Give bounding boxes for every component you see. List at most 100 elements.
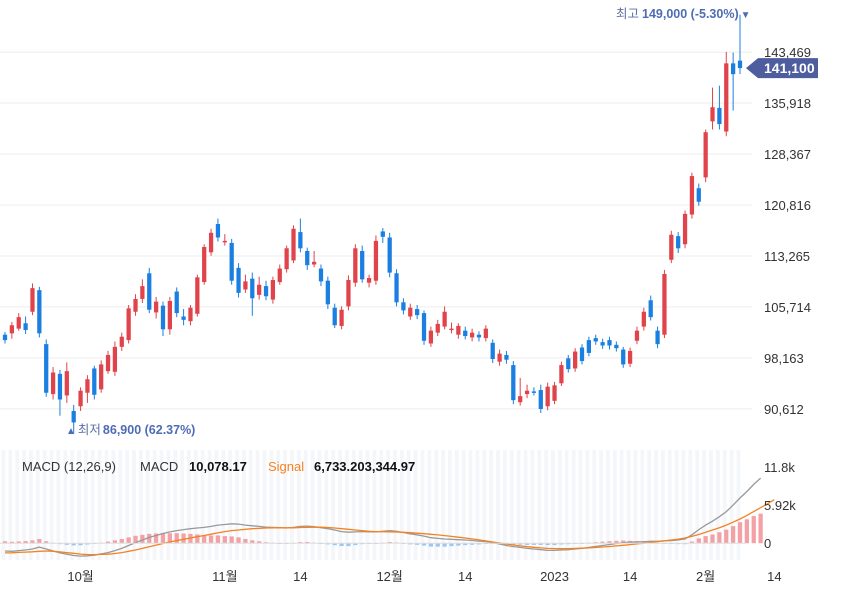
- macd-band: [530, 450, 535, 560]
- candle-body: [545, 386, 550, 407]
- candle-body: [579, 347, 585, 362]
- macd-histogram-bar: [689, 541, 695, 544]
- candle-body: [710, 107, 715, 122]
- candle-body: [476, 334, 482, 338]
- macd-band: [221, 450, 226, 560]
- candle-body: [614, 344, 619, 349]
- macd-band: [585, 450, 590, 560]
- candle-body: [126, 308, 131, 341]
- current-price-label: 141,100: [764, 60, 815, 76]
- macd-band: [235, 450, 239, 560]
- candle-body: [270, 280, 276, 300]
- candle-body: [408, 307, 413, 317]
- candle-body: [332, 307, 337, 326]
- macd-tick-label: 0: [764, 536, 771, 551]
- candle-body: [229, 242, 234, 281]
- macd-band: [63, 450, 68, 560]
- date-axis: 10월 11월 14 12월 14 2023 14 2월 14: [67, 569, 781, 584]
- candle-body: [511, 365, 516, 401]
- candle-body: [325, 280, 330, 305]
- macd-band: [269, 450, 274, 560]
- macd-band: [688, 450, 693, 560]
- macd-histogram-bar: [339, 543, 344, 547]
- candle-body: [573, 351, 578, 369]
- candle-body: [147, 273, 152, 310]
- macd-band: [118, 450, 123, 560]
- macd-band: [365, 450, 370, 560]
- macd-band: [1, 450, 6, 560]
- candle-body: [737, 60, 743, 69]
- macd-band: [537, 450, 542, 560]
- candle-body: [593, 338, 598, 342]
- macd-indicator-title: MACD (12,26,9): [22, 459, 116, 474]
- candle-body: [428, 330, 434, 344]
- macd-band: [345, 450, 349, 560]
- macd-histogram-bar: [222, 536, 227, 544]
- candle-body: [236, 267, 241, 293]
- candle-body: [449, 328, 454, 331]
- candle-body: [641, 311, 646, 327]
- candle-body: [518, 396, 523, 403]
- macd-legend: MACD (12,26,9) MACD 10,078.17 Signal 6,7…: [22, 459, 415, 474]
- date-tick-label: 12월: [376, 569, 402, 584]
- candle-body: [57, 373, 63, 400]
- macd-band: [647, 450, 652, 560]
- candle-body: [394, 273, 399, 303]
- macd-band: [152, 450, 157, 560]
- macd-histogram-bar: [44, 541, 49, 544]
- candle-body: [696, 188, 701, 202]
- candle-body: [600, 342, 605, 346]
- candle-body: [497, 353, 502, 362]
- macd-band: [248, 450, 253, 560]
- macd-band: [111, 450, 116, 560]
- candle-body: [222, 240, 227, 243]
- macd-band: [592, 450, 597, 560]
- price-tick-label: 120,816: [764, 198, 811, 213]
- candle-body: [662, 273, 667, 335]
- candle-body: [291, 228, 296, 261]
- candle-body: [284, 248, 289, 270]
- macd-band: [303, 450, 308, 560]
- candle-body: [195, 277, 200, 314]
- macd-band: [702, 450, 706, 560]
- macd-histogram-bar: [298, 542, 303, 544]
- current-price-tag: 141,100: [746, 58, 818, 79]
- signal-value: 6,733.203,344.97: [314, 459, 415, 474]
- macd-band: [626, 450, 631, 560]
- macd-band: [551, 450, 555, 560]
- macd-histogram-bar: [518, 543, 523, 545]
- macd-histogram-bar: [600, 541, 605, 544]
- macd-histogram-bar: [257, 541, 262, 544]
- macd-band: [187, 450, 191, 560]
- macd-band: [351, 450, 356, 560]
- macd-band: [523, 450, 528, 560]
- date-tick-label: 14: [293, 569, 307, 584]
- macd-band: [695, 450, 700, 560]
- macd-band: [56, 450, 61, 560]
- macd-band: [15, 450, 20, 560]
- macd-band: [317, 450, 322, 560]
- date-tick-label: 14: [623, 569, 637, 584]
- candle-body: [133, 298, 138, 312]
- macd-band: [386, 450, 391, 560]
- candle-body: [9, 325, 14, 334]
- macd-band: [125, 450, 129, 560]
- macd-histogram-bar: [208, 535, 214, 544]
- macd-histogram-bar: [215, 535, 221, 544]
- candle-body: [387, 237, 392, 273]
- macd-band: [454, 450, 459, 560]
- candle-body: [717, 107, 722, 125]
- macd-axis: 11.8k 5.92k 0: [0, 460, 796, 551]
- candle-body: [463, 330, 468, 337]
- candle-body: [257, 284, 262, 295]
- candle-body: [456, 325, 461, 335]
- candle-body: [504, 354, 509, 360]
- macd-histogram-bar: [105, 541, 111, 544]
- macd-band: [358, 450, 363, 560]
- macd-histogram-bar: [524, 543, 530, 545]
- macd-band: [180, 450, 184, 560]
- macd-band: [255, 450, 260, 560]
- macd-histogram-bar: [449, 543, 454, 547]
- candle-body: [360, 251, 365, 280]
- price-axis: 143,469 135,918 128,367 120,816 113,265 105,7…: [764, 45, 811, 417]
